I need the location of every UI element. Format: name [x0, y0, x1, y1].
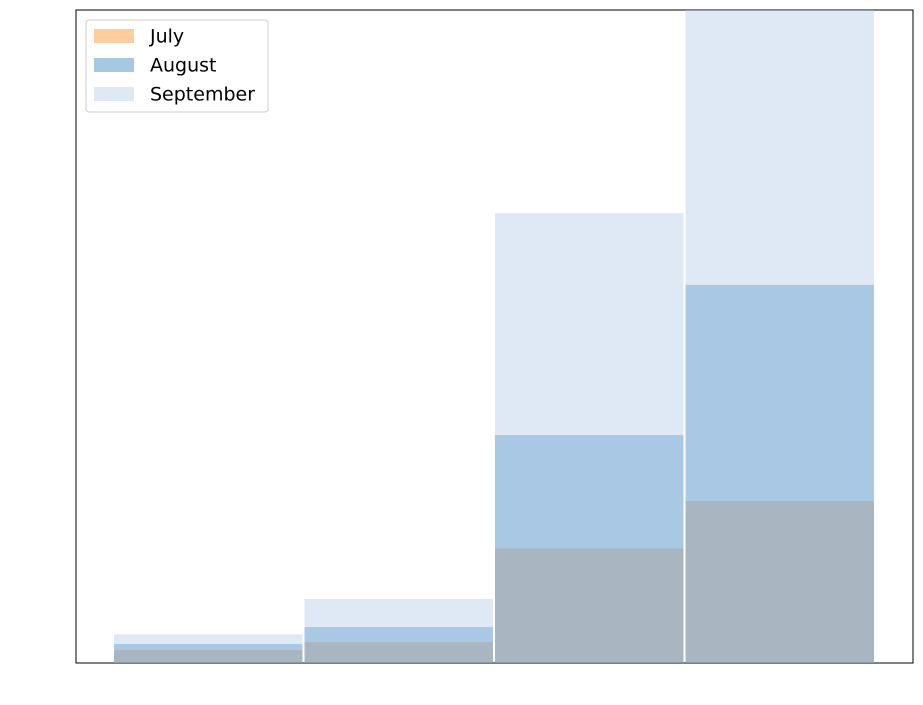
bar — [114, 634, 303, 663]
legend-label: September — [150, 84, 255, 106]
legend-swatch — [94, 58, 134, 72]
bar — [114, 644, 303, 663]
bar — [685, 284, 874, 663]
bar — [114, 649, 303, 663]
bar — [495, 213, 684, 663]
bar — [304, 627, 493, 663]
legend-swatch — [94, 29, 134, 43]
bar — [495, 435, 684, 663]
legend-swatch — [94, 87, 134, 101]
bar — [685, 10, 874, 663]
plot-frame — [75, 9, 914, 664]
legend-label: August — [150, 55, 217, 77]
bar — [304, 599, 493, 663]
bar — [304, 642, 493, 663]
legend-box — [85, 19, 269, 113]
bar — [495, 548, 684, 663]
bar — [685, 501, 874, 663]
legend-label: July — [149, 26, 184, 48]
